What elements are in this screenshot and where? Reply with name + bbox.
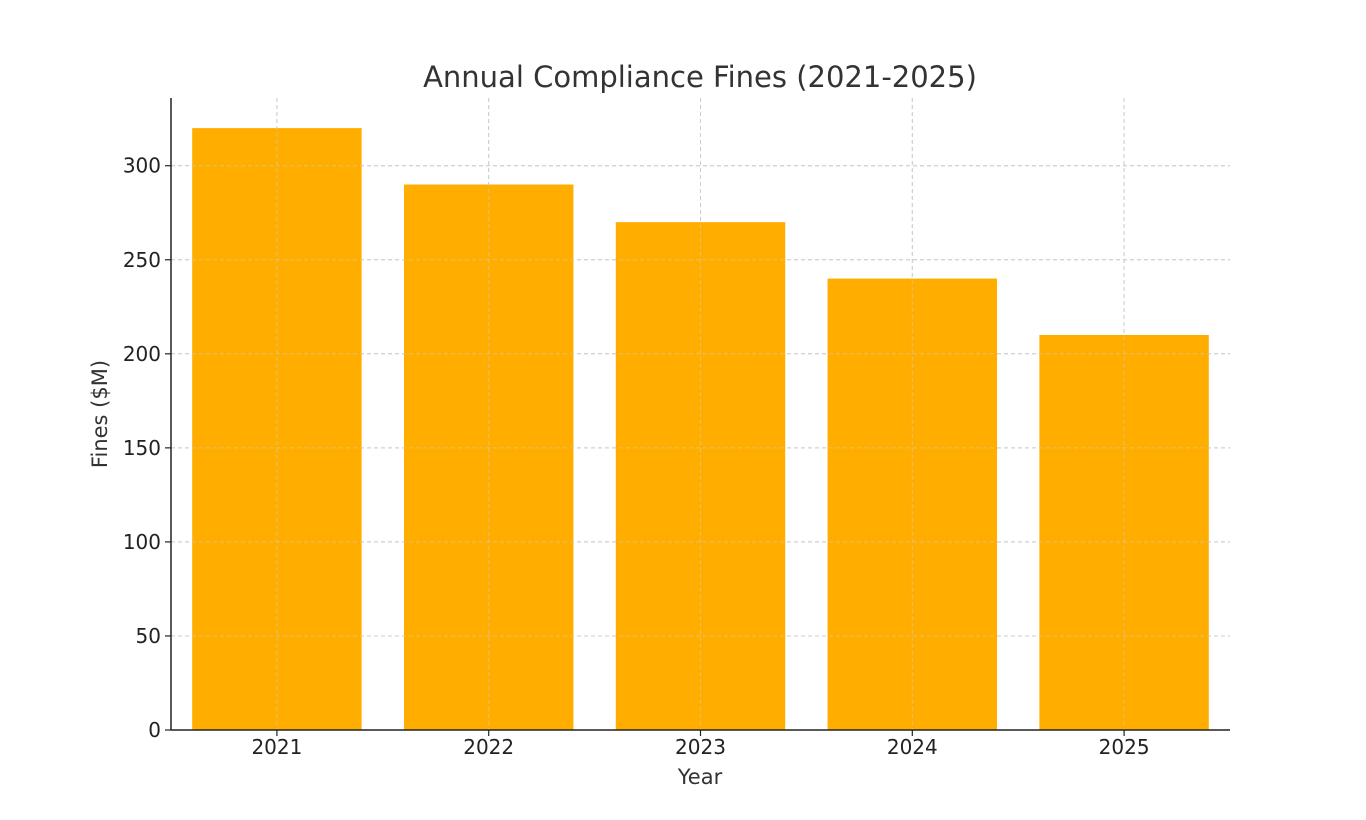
y-tick-label: 250 xyxy=(123,248,161,272)
y-axis-label: Fines ($M) xyxy=(88,360,112,468)
ticks-layer: 0 50 100 150 200 250 300 2021 2022 2023 2024 2025 xyxy=(123,154,1150,759)
x-tick-label: 2025 xyxy=(1099,735,1150,759)
x-tick-label: 2024 xyxy=(887,735,938,759)
y-tick-label: 100 xyxy=(123,530,161,554)
y-tick-label: 300 xyxy=(123,154,161,178)
y-tick-label: 200 xyxy=(123,342,161,366)
y-tick-label: 50 xyxy=(136,624,161,648)
x-tick-label: 2021 xyxy=(251,735,302,759)
grid-overlay xyxy=(171,98,1230,730)
y-tick-label: 150 xyxy=(123,436,161,460)
y-tick-label: 0 xyxy=(148,718,161,742)
x-tick-label: 2023 xyxy=(675,735,726,759)
x-tick-label: 2022 xyxy=(463,735,514,759)
x-axis-label: Year xyxy=(677,765,723,789)
chart-title: Annual Compliance Fines (2021-2025) xyxy=(423,60,977,94)
